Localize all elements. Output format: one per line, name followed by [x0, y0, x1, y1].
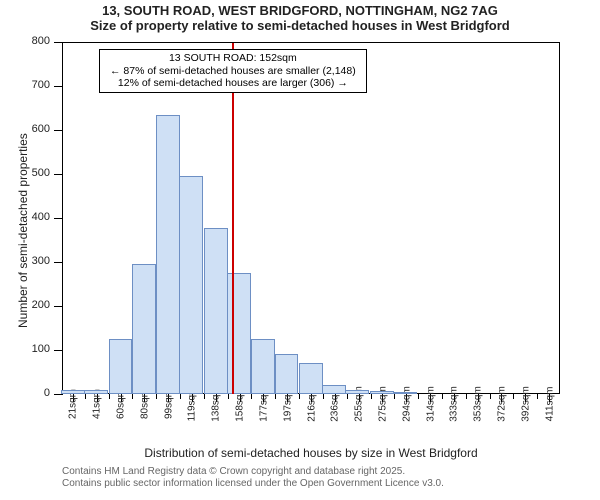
- y-tick: 100: [54, 350, 62, 351]
- annotation-line: 12% of semi-detached houses are larger (…: [104, 77, 362, 90]
- y-tick-label: 200: [32, 299, 50, 311]
- y-tick: 400: [54, 218, 62, 219]
- histogram-bar: [322, 385, 346, 394]
- x-minor-tick: [109, 394, 110, 399]
- annotation-line: ← 87% of semi-detached houses are smalle…: [104, 65, 362, 78]
- x-tick: 353sqm: [478, 394, 479, 402]
- x-tick: 99sqm: [168, 394, 169, 402]
- y-tick-label: 500: [32, 167, 50, 179]
- x-minor-tick: [132, 394, 133, 399]
- x-tick: 216sqm: [311, 394, 312, 402]
- y-tick-label: 300: [32, 255, 50, 267]
- x-minor-tick: [228, 394, 229, 399]
- y-tick: 200: [54, 306, 62, 307]
- x-minor-tick: [156, 394, 157, 399]
- attribution-footer: Contains HM Land Registry data © Crown c…: [62, 466, 444, 490]
- histogram-bar: [275, 354, 299, 394]
- y-tick-label: 700: [32, 79, 50, 91]
- y-tick: 700: [54, 86, 62, 87]
- histogram-bar: [204, 228, 228, 394]
- y-tick-label: 100: [32, 343, 50, 355]
- x-minor-tick: [490, 394, 491, 399]
- y-tick-label: 800: [32, 35, 50, 47]
- x-minor-tick: [371, 394, 372, 399]
- histogram-bar: [393, 392, 417, 394]
- y-tick-label: 0: [44, 387, 50, 399]
- histogram-bar: [251, 339, 275, 394]
- histogram-plot: 010020030040050060070080021sqm41sqm60sqm…: [62, 42, 560, 394]
- x-minor-tick: [537, 394, 538, 399]
- x-tick-label: 353sqm: [473, 386, 484, 422]
- x-tick-label: 411sqm: [544, 387, 555, 422]
- x-minor-tick: [85, 394, 86, 399]
- histogram-bar: [109, 339, 133, 394]
- x-minor-tick: [513, 394, 514, 399]
- histogram-bar: [156, 115, 180, 394]
- histogram-bar: [370, 391, 394, 394]
- x-tick: 80sqm: [144, 394, 145, 402]
- annotation-box: 13 SOUTH ROAD: 152sqm← 87% of semi-detac…: [99, 49, 367, 93]
- x-tick-label: 333sqm: [449, 386, 460, 422]
- x-tick: 372sqm: [501, 394, 502, 402]
- x-minor-tick: [251, 394, 252, 399]
- x-tick: 294sqm: [406, 394, 407, 402]
- x-minor-tick: [299, 394, 300, 399]
- x-tick: 158sqm: [240, 394, 241, 402]
- histogram-bar: [132, 264, 156, 394]
- x-tick: 314sqm: [430, 394, 431, 402]
- x-tick: 392sqm: [525, 394, 526, 402]
- x-minor-tick: [275, 394, 276, 399]
- x-minor-tick: [323, 394, 324, 399]
- histogram-bar: [299, 363, 323, 394]
- x-minor-tick: [347, 394, 348, 399]
- x-minor-tick: [442, 394, 443, 399]
- y-axis-label: Number of semi-detached properties: [16, 133, 30, 328]
- y-tick-label: 600: [32, 123, 50, 135]
- x-minor-tick: [204, 394, 205, 399]
- footer-line-2: Contains public sector information licen…: [62, 478, 444, 490]
- x-minor-tick: [180, 394, 181, 399]
- x-tick-label: 372sqm: [496, 386, 507, 422]
- x-tick: 21sqm: [73, 394, 74, 402]
- x-tick: 236sqm: [335, 394, 336, 402]
- reference-line: [232, 43, 234, 394]
- histogram-bar: [61, 390, 85, 394]
- histogram-bar: [227, 273, 251, 394]
- x-minor-tick: [418, 394, 419, 399]
- y-axis-line: [62, 43, 63, 395]
- x-tick: 60sqm: [121, 394, 122, 402]
- y-tick: 300: [54, 262, 62, 263]
- footer-line-1: Contains HM Land Registry data © Crown c…: [62, 466, 444, 478]
- x-axis-label: Distribution of semi-detached houses by …: [62, 446, 560, 460]
- y-tick: 500: [54, 174, 62, 175]
- x-tick: 255sqm: [359, 394, 360, 402]
- x-tick-label: 392sqm: [520, 386, 531, 422]
- y-tick: 800: [54, 42, 62, 43]
- x-tick: 275sqm: [382, 394, 383, 402]
- x-tick: 177sqm: [263, 394, 264, 402]
- y-tick-label: 400: [32, 211, 50, 223]
- y-tick: 600: [54, 130, 62, 131]
- x-minor-tick: [394, 394, 395, 399]
- x-minor-tick: [466, 394, 467, 399]
- x-tick: 197sqm: [287, 394, 288, 402]
- x-tick: 411sqm: [549, 394, 550, 402]
- page-subtitle: Size of property relative to semi-detach…: [0, 19, 600, 34]
- x-tick: 119sqm: [192, 394, 193, 402]
- x-tick: 333sqm: [454, 394, 455, 402]
- histogram-bar: [179, 176, 203, 394]
- histogram-bar: [84, 390, 108, 394]
- annotation-line: 13 SOUTH ROAD: 152sqm: [104, 52, 362, 65]
- page-title: 13, SOUTH ROAD, WEST BRIDGFORD, NOTTINGH…: [0, 0, 600, 19]
- histogram-bar: [345, 390, 369, 394]
- x-tick: 138sqm: [216, 394, 217, 402]
- x-tick-label: 314sqm: [425, 386, 436, 422]
- x-tick: 41sqm: [97, 394, 98, 402]
